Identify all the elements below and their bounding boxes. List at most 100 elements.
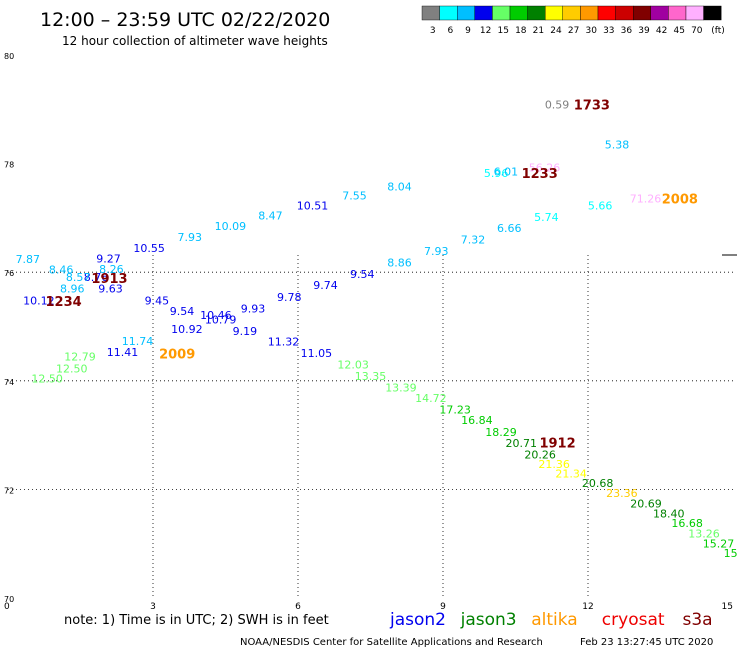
satellite-label: cryosat	[602, 610, 665, 630]
data-point-label: 23.36	[606, 487, 638, 500]
data-point-label: 13.35	[355, 370, 387, 383]
legend-swatch	[421, 5, 440, 21]
pass-time-annotation: 1733	[574, 98, 610, 113]
legend-swatch	[527, 5, 546, 21]
data-point-label: 5.74	[534, 211, 559, 224]
legend-tick-label: 3	[430, 26, 436, 36]
data-point-label: 12.50	[31, 373, 63, 386]
data-point-label: 9.78	[277, 291, 302, 304]
page-subtitle: 12 hour collection of altimeter wave hei…	[62, 34, 328, 48]
legend-tick-label: 9	[465, 26, 471, 36]
data-point-label: 11.41	[107, 346, 139, 359]
data-point-label: 8.26	[99, 263, 124, 276]
legend-tick-label: 24	[550, 26, 562, 36]
legend-tick-label: 27	[568, 26, 579, 36]
data-point-label: 10.12	[23, 294, 55, 307]
legend-tick-label: 33	[603, 26, 614, 36]
satellite-label: s3a	[683, 610, 713, 630]
legend-swatch	[597, 5, 616, 21]
footer-timestamp: Feb 23 13:27:45 UTC 2020	[580, 637, 713, 648]
legend-swatch	[439, 5, 458, 21]
data-point-label: 16.68	[671, 517, 703, 530]
pass-time-annotation: 2008	[662, 192, 698, 207]
x-tick-label: 6	[295, 602, 301, 612]
data-point-label: 5.96	[484, 167, 509, 180]
data-point-label: 15	[724, 547, 738, 560]
data-point-label: 8.86	[387, 256, 412, 269]
data-point-label: 17.23	[439, 404, 471, 417]
data-point-label: 9.74	[313, 279, 338, 292]
legend-swatch	[685, 5, 704, 21]
data-point-label: 9.93	[241, 303, 266, 316]
color-scale-legend: 3 6 9 12 15 18 21 24 27 30 33 36 39 42 45 70 (ft)	[421, 5, 725, 36]
data-point-label: 9.54	[170, 305, 195, 318]
data-point-label: 7.93	[177, 231, 202, 244]
data-point-label: 8.47	[258, 210, 283, 223]
legend-swatch	[509, 5, 528, 21]
data-point-label: 7.32	[461, 234, 486, 247]
data-point-label: 12.79	[64, 350, 96, 363]
data-point-label: 7.87	[16, 253, 41, 266]
satellite-label: jason2	[389, 610, 446, 630]
data-point-label: 21.34	[555, 468, 587, 481]
satellite-label: altika	[531, 610, 578, 630]
pass-time-annotation: 1233	[522, 167, 558, 182]
data-point-label: 20.69	[630, 498, 662, 511]
legend-tick-label: 39	[638, 26, 650, 36]
y-tick-label: 74	[4, 378, 14, 387]
legend-swatch	[580, 5, 599, 21]
data-point-label: 10.09	[215, 220, 247, 233]
legend-swatch	[615, 5, 634, 21]
pass-time-annotation: 1912	[539, 437, 575, 452]
legend-swatch	[633, 5, 652, 21]
data-point-label: 11.74	[122, 335, 154, 348]
legend-swatch	[703, 5, 722, 21]
plot-grid	[8, 255, 733, 598]
data-point-label: 12.50	[56, 362, 88, 375]
data-point-label: 8.76	[84, 271, 109, 284]
x-tick-label: 15	[722, 602, 733, 612]
data-point-label: 20.68	[582, 477, 614, 490]
data-point-label: 13.26	[688, 527, 720, 540]
data-point-label: 20.71	[506, 437, 538, 450]
footer-note: note: 1) Time is in UTC; 2) SWH is in fe…	[64, 613, 329, 628]
legend-tick-label: 21	[533, 26, 544, 36]
footer-credit: NOAA/NESDIS Center for Satellite Applica…	[240, 637, 543, 648]
data-point-label: 14.72	[415, 392, 447, 405]
data-point-label: 21.36	[538, 458, 570, 471]
data-point-label: 20.26	[524, 449, 556, 462]
data-point-label: 18.40	[653, 507, 685, 520]
legend-swatch	[562, 5, 581, 21]
data-point-label: 0.59	[545, 98, 570, 111]
data-point-label: 8.46	[49, 263, 74, 276]
pass-time-annotation: 1913	[91, 272, 127, 287]
data-point-label: 18.29	[485, 426, 517, 439]
data-point-label: 71.26	[630, 192, 662, 205]
legend-swatch	[474, 5, 493, 21]
data-point-label: 8.96	[60, 282, 85, 295]
data-point-label: 12.03	[337, 359, 369, 372]
data-point-label: 6.01	[494, 166, 519, 179]
data-point-label: 15.27	[703, 538, 735, 551]
legend-tick-label: 30	[585, 26, 597, 36]
data-point-label: 56.26	[529, 161, 561, 174]
y-tick-label: 72	[4, 486, 14, 495]
data-point-label: 9.54	[350, 268, 375, 281]
pass-time-annotation: 2009	[159, 348, 195, 363]
satellite-label: jason3	[460, 610, 517, 630]
y-tick-label: 76	[4, 269, 14, 278]
data-point-label: 5.66	[588, 199, 613, 212]
data-point-label: 7.55	[342, 190, 367, 203]
page-title: 12:00 – 23:59 UTC 02/22/2020	[40, 9, 330, 31]
data-point-label: 10.92	[171, 323, 203, 336]
axis-ticks: 0 3 6 9 12 15 70 72 74 76 78 80	[4, 52, 733, 612]
data-point-label: 5.38	[605, 139, 630, 152]
legend-swatch	[457, 5, 476, 21]
legend-tick-label: 6	[448, 26, 454, 36]
data-point-label: 10.51	[297, 199, 329, 212]
x-tick-label: 0	[4, 602, 10, 612]
y-tick-label: 78	[4, 161, 14, 170]
x-tick-label: 12	[582, 602, 593, 612]
pass-annotations: 1733 1233 1913 1234 2009 2008 1912	[45, 98, 697, 451]
